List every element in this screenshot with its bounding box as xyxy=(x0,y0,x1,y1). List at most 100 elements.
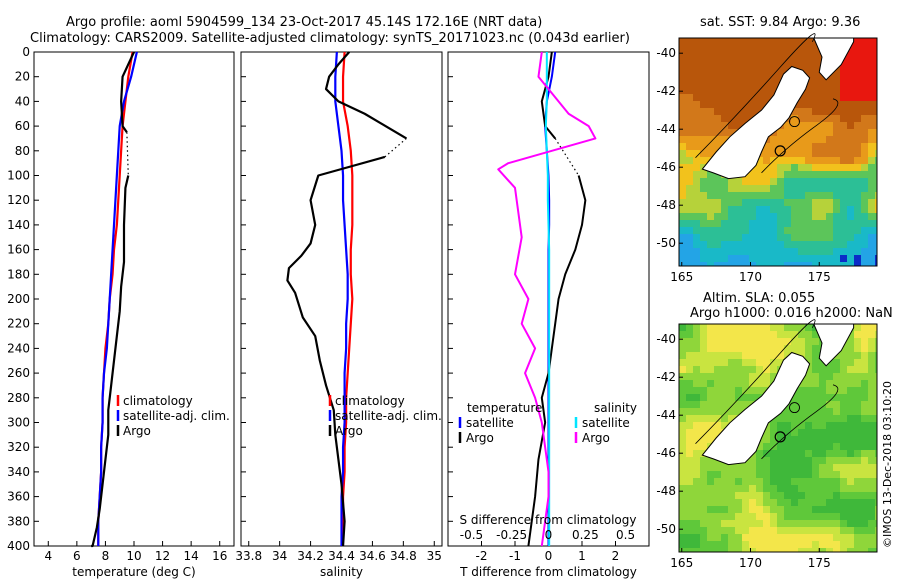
map-cell xyxy=(777,450,784,457)
map-cell xyxy=(812,206,819,213)
map-cell xyxy=(770,506,777,513)
map-cell xyxy=(763,366,770,373)
map-cell xyxy=(861,234,868,241)
map-y-tick-label: -40 xyxy=(656,46,676,60)
temperature-panel: 0204060801001201401601802002202402602803… xyxy=(7,45,235,579)
map-cell xyxy=(707,262,714,266)
map-cell xyxy=(756,380,763,387)
map-cell xyxy=(798,324,805,331)
map-cell xyxy=(728,241,735,248)
map-cell xyxy=(686,513,693,520)
map-cell xyxy=(805,373,812,380)
map-cell xyxy=(875,241,877,248)
map-cell xyxy=(847,506,854,513)
map-cell xyxy=(805,520,812,527)
map-cell xyxy=(735,541,742,548)
map-cell xyxy=(854,101,861,108)
map-cell xyxy=(693,185,700,192)
map-cell xyxy=(735,492,742,499)
map-cell xyxy=(791,436,798,443)
map-cell xyxy=(875,220,877,227)
map-cell xyxy=(756,171,763,178)
map-cell xyxy=(840,464,847,471)
map-cell xyxy=(686,506,693,513)
map-cell xyxy=(854,52,861,59)
map-cell xyxy=(847,234,854,241)
map-cell xyxy=(861,401,868,408)
x-tick-label: 34.8 xyxy=(390,549,417,563)
map-cell xyxy=(714,143,721,150)
map-cell xyxy=(700,373,707,380)
map-cell xyxy=(756,492,763,499)
map-cell xyxy=(714,73,721,80)
map-cell xyxy=(812,122,819,129)
map-cell xyxy=(819,513,826,520)
map-cell xyxy=(693,52,700,59)
map-cell xyxy=(875,338,877,345)
map-cell xyxy=(679,422,686,429)
map-cell xyxy=(756,101,763,108)
map-y-tick-label: -42 xyxy=(656,84,676,98)
map-cell xyxy=(791,492,798,499)
map-cell xyxy=(826,157,833,164)
map-cell xyxy=(854,157,861,164)
map-cell xyxy=(875,101,877,108)
map-cell xyxy=(812,387,819,394)
map-cell xyxy=(875,66,877,73)
map-cell xyxy=(784,213,791,220)
map-cell xyxy=(749,352,756,359)
map-cell xyxy=(791,471,798,478)
map-cell xyxy=(770,513,777,520)
map-cell xyxy=(826,262,833,266)
map-cell xyxy=(875,499,877,506)
map-cell xyxy=(784,415,791,422)
map-cell xyxy=(770,185,777,192)
map-cell xyxy=(854,73,861,80)
map-cell xyxy=(868,94,875,101)
map-cell xyxy=(763,157,770,164)
map-cell xyxy=(812,485,819,492)
map-cell xyxy=(728,331,735,338)
map-cell xyxy=(686,136,693,143)
map-cell xyxy=(805,171,812,178)
map-cell xyxy=(805,366,812,373)
map-cell xyxy=(875,485,877,492)
map-cell xyxy=(861,80,868,87)
map-cell xyxy=(861,387,868,394)
map-cell xyxy=(728,478,735,485)
map-cell xyxy=(763,66,770,73)
map-y-tick-label: -42 xyxy=(656,370,676,384)
map-cell xyxy=(875,324,877,331)
map-cell xyxy=(861,171,868,178)
legend-entry: climatology xyxy=(123,394,193,408)
map-cell xyxy=(784,192,791,199)
map-cell xyxy=(812,241,819,248)
map-cell xyxy=(700,485,707,492)
map-cell xyxy=(714,401,721,408)
map-cell xyxy=(819,506,826,513)
map-cell xyxy=(868,548,875,552)
legend-title-salinity: salinity xyxy=(594,401,637,415)
map-cell xyxy=(714,101,721,108)
map-cell xyxy=(777,45,784,52)
map-cell xyxy=(833,255,840,262)
map-cell xyxy=(763,436,770,443)
map-cell xyxy=(714,185,721,192)
map-cell xyxy=(784,52,791,59)
map-cell xyxy=(819,87,826,94)
map-cell xyxy=(693,443,700,450)
map-cell xyxy=(868,541,875,548)
map-cell xyxy=(707,520,714,527)
map-cell xyxy=(812,164,819,171)
map-cell xyxy=(686,38,693,45)
map-cell xyxy=(693,513,700,520)
map-cell xyxy=(763,331,770,338)
map-cell xyxy=(749,485,756,492)
map-cell xyxy=(679,234,686,241)
map-cell xyxy=(854,331,861,338)
map-cell xyxy=(756,227,763,234)
map-cell xyxy=(819,255,826,262)
map-cell xyxy=(868,66,875,73)
map-cell xyxy=(798,255,805,262)
map-cell xyxy=(679,241,686,248)
